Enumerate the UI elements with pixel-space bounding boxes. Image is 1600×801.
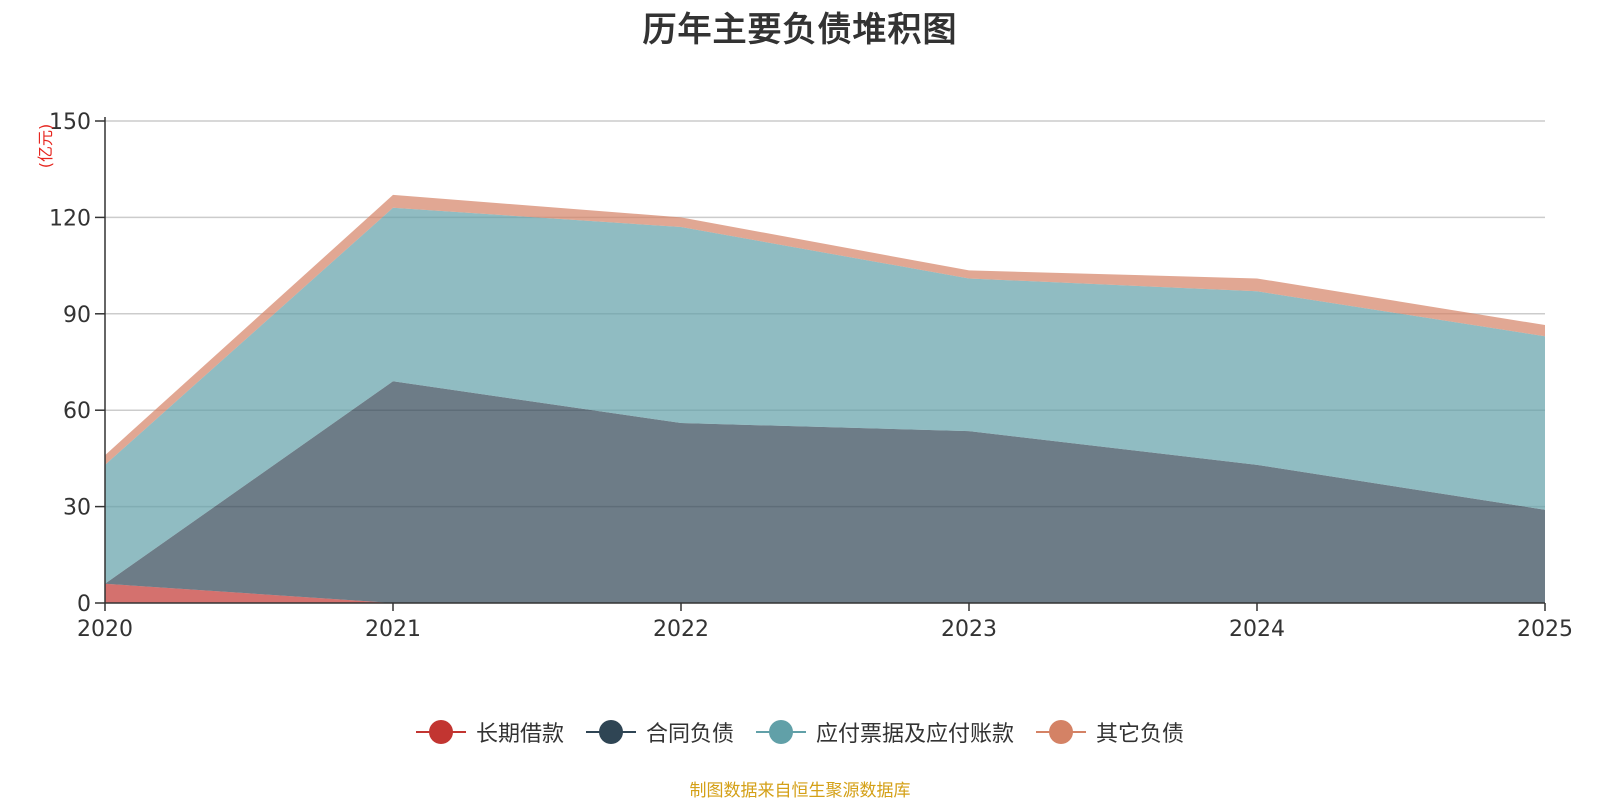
legend-label: 合同负债: [645, 722, 734, 747]
legend-marker-icon: [585, 720, 636, 744]
x-tick-label-2023: 2023: [941, 617, 997, 642]
x-tick-label-2021: 2021: [365, 617, 421, 642]
y-tick-label-60: 60: [63, 399, 91, 424]
y-tick-label-120: 120: [49, 206, 91, 231]
legend-item-3[interactable]: 其它负债: [1036, 716, 1184, 748]
y-tick-label-150: 150: [49, 110, 91, 135]
y-tick-label-30: 30: [63, 496, 91, 521]
x-tick-label-2022: 2022: [653, 617, 709, 642]
legend-marker-icon: [756, 720, 806, 744]
legend-label: 长期借款: [475, 722, 564, 747]
stacked-areas: [105, 194, 1545, 603]
legend-marker-icon: [415, 720, 466, 744]
legend-item-2[interactable]: 应付票据及应付账款: [756, 716, 1014, 748]
legend-item-0[interactable]: 长期借款: [415, 716, 564, 748]
area-series-0: [105, 583, 1545, 603]
legend: 长期借款 合同负债 应付票据及应付账款 其它负债: [0, 716, 1600, 748]
legend-label: 应付票据及应付账款: [816, 722, 1015, 747]
area-series-3: [105, 194, 1545, 465]
chart-title: 历年主要负债堆积图: [642, 10, 958, 50]
x-tick-label-2025: 2025: [1517, 617, 1573, 642]
axes: 0 30 60 90 120 150 2020 2021 2022 2023 2024 2025: [49, 110, 1573, 642]
x-tick-label-2020: 2020: [77, 617, 133, 642]
y-unit-label: (亿元): [36, 124, 55, 169]
area-series-1: [105, 381, 1545, 603]
area-series-2: [105, 207, 1545, 584]
y-tick-label-0: 0: [77, 592, 91, 617]
source-note: 制图数据来自恒生聚源数据库: [689, 781, 911, 801]
y-tick-label-90: 90: [63, 303, 91, 328]
legend-item-1[interactable]: 合同负债: [585, 716, 734, 748]
legend-marker-icon: [1036, 720, 1087, 744]
legend-label: 其它负债: [1096, 722, 1185, 747]
x-tick-label-2024: 2024: [1229, 617, 1285, 642]
